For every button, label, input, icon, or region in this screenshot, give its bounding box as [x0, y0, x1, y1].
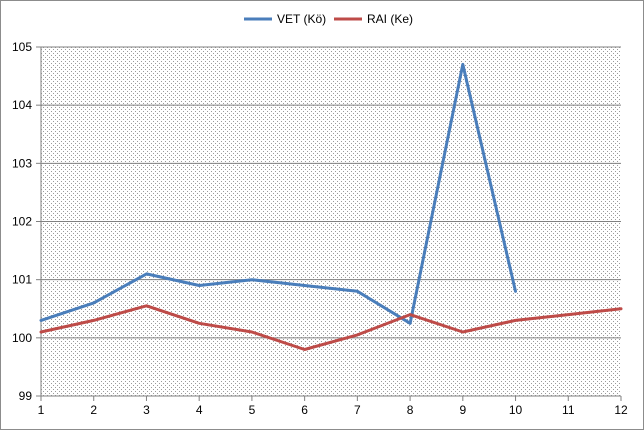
x-tick-label-8: 8	[407, 403, 414, 417]
y-tick-label-102: 102	[12, 215, 32, 229]
x-tick-label-2: 2	[90, 403, 97, 417]
y-tick-label-105: 105	[12, 40, 32, 54]
series-line-0	[39, 62, 517, 325]
y-tick-label-100: 100	[12, 331, 32, 345]
axes	[36, 46, 622, 401]
x-tick-label-9: 9	[459, 403, 466, 417]
y-tick-label-99: 99	[19, 389, 33, 403]
x-tick-label-5: 5	[249, 403, 256, 417]
y-tick-label-104: 104	[12, 98, 32, 112]
legend: VET (Kö) RAI (Ke)	[244, 12, 413, 26]
x-tick-label-3: 3	[143, 403, 150, 417]
series-line-1	[39, 304, 623, 351]
x-tick-label-1: 1	[38, 403, 45, 417]
legend-label-0: VET (Kö)	[277, 12, 326, 26]
series-lines	[39, 62, 623, 351]
y-tick-label-101: 101	[12, 273, 32, 287]
x-tick-label-12: 12	[614, 403, 628, 417]
x-tick-label-10: 10	[509, 403, 523, 417]
legend-label-1: RAI (Ke)	[367, 12, 413, 26]
x-tick-label-6: 6	[301, 403, 308, 417]
x-tick-label-4: 4	[196, 403, 203, 417]
x-tick-label-11: 11	[562, 403, 575, 417]
y-tick-label-103: 103	[12, 156, 32, 170]
x-tick-label-7: 7	[354, 403, 361, 417]
